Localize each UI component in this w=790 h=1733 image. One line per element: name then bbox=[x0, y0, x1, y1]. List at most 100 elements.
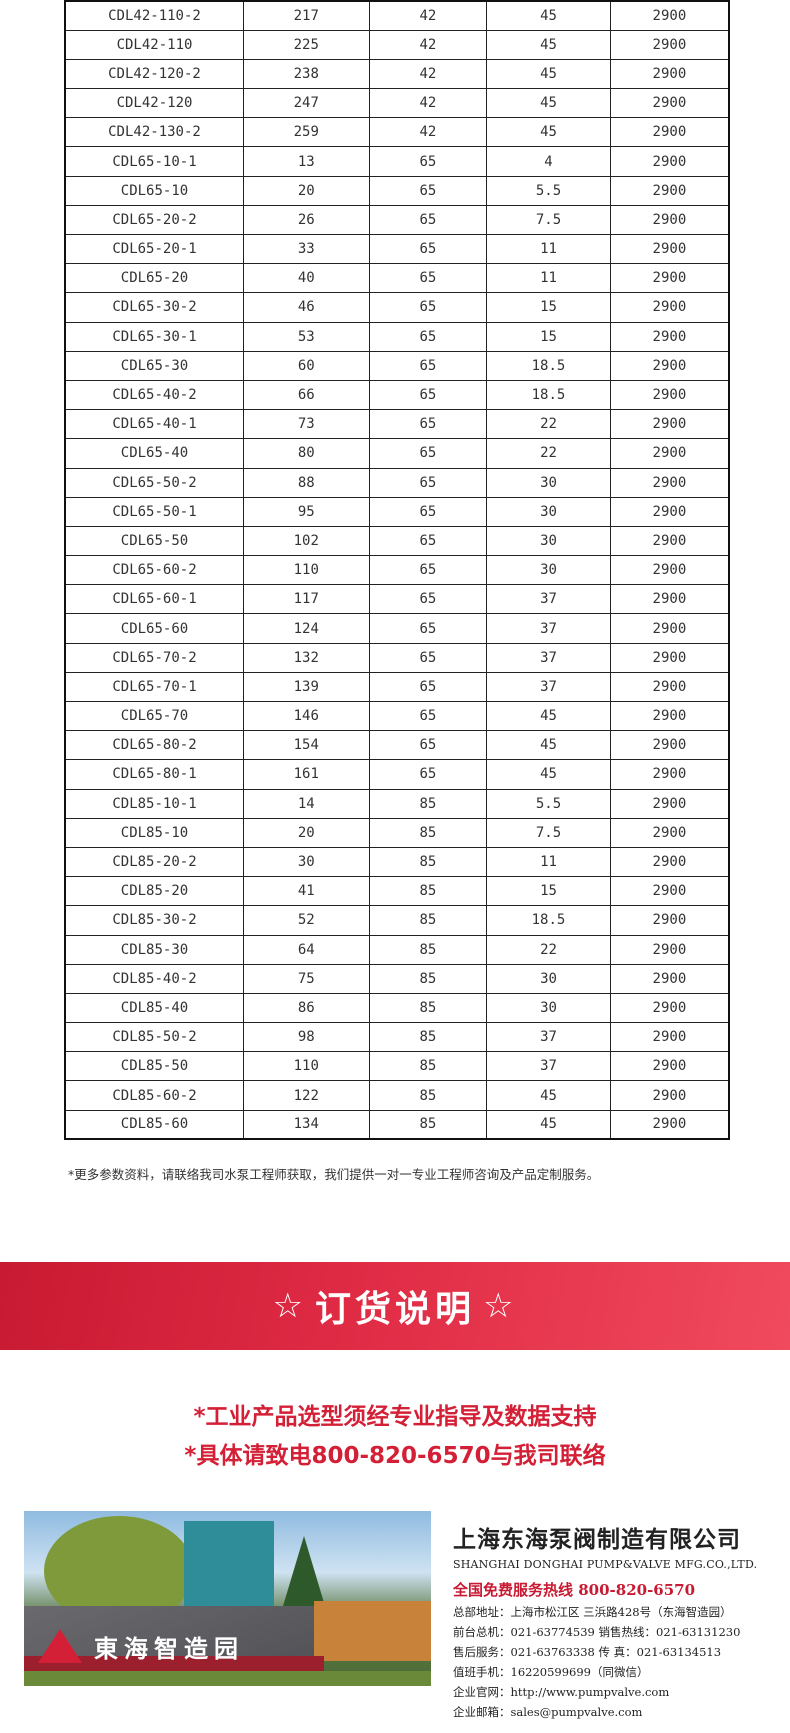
cell-value-5: 2900 bbox=[609, 700, 730, 732]
cell-value-5: 2900 bbox=[609, 292, 730, 323]
cell-value-4: 5.5 bbox=[486, 175, 611, 206]
company-info: 上海东海泵阀制造有限公司 SHANGHAI DONGHAI PUMP&VALVE… bbox=[453, 1520, 757, 1720]
cell-value-3: 65 bbox=[368, 263, 488, 294]
table-row: CDL85-20-2 30 85 11 2900 bbox=[64, 846, 730, 878]
cell-model: CDL65-40-2 bbox=[64, 379, 244, 411]
company-name-en: SHANGHAI DONGHAI PUMP&VALVE MFG.CO.,LTD. bbox=[453, 1558, 758, 1571]
cell-value-3: 85 bbox=[368, 876, 488, 907]
order-title: 订货说明 bbox=[314, 1289, 475, 1330]
cell-value-4: 7.5 bbox=[486, 204, 611, 236]
cell-value-2: 30 bbox=[242, 846, 370, 878]
cell-model: CDL85-40 bbox=[64, 992, 244, 1024]
cell-value-2: 53 bbox=[242, 321, 370, 352]
cell-value-4: 30 bbox=[486, 992, 611, 1024]
cell-model: CDL85-10 bbox=[64, 817, 244, 848]
order-banner: ☆ 订货说明 ☆ bbox=[0, 1262, 790, 1350]
factory-photo: 東海智造园 bbox=[24, 1511, 431, 1686]
cell-value-4: 45 bbox=[486, 1109, 611, 1140]
table-row: CDL65-70-2 132 65 37 2900 bbox=[64, 642, 730, 673]
cell-model: CDL42-120-2 bbox=[64, 58, 244, 90]
cell-value-4: 30 bbox=[486, 555, 611, 586]
cell-model: CDL65-60 bbox=[64, 613, 244, 644]
cell-model: CDL65-50-1 bbox=[64, 496, 244, 527]
cell-value-3: 42 bbox=[368, 29, 488, 60]
cell-value-3: 65 bbox=[368, 292, 488, 323]
photo-sign: 東海智造园 bbox=[94, 1635, 244, 1663]
cell-value-4: 45 bbox=[486, 88, 611, 119]
cell-value-4: 22 bbox=[486, 438, 611, 469]
cell-value-4: 30 bbox=[486, 467, 611, 498]
order-line-1: *工业产品选型须经专业指导及数据支持 bbox=[193, 1404, 597, 1430]
cell-value-3: 85 bbox=[368, 934, 488, 965]
cell-value-2: 40 bbox=[242, 263, 370, 294]
table-row: CDL65-40 80 65 22 2900 bbox=[64, 438, 730, 469]
cell-value-2: 13 bbox=[242, 146, 370, 177]
star-icon: ☆ bbox=[483, 1286, 518, 1326]
cell-value-4: 37 bbox=[486, 671, 611, 703]
footnote: *更多参数资料，请联络我司水泵工程师获取，我们提供一对一专业工程师咨询及产品定制… bbox=[68, 1167, 600, 1182]
cell-value-3: 65 bbox=[368, 409, 488, 440]
email[interactable]: 企业邮箱：sales@pumpvalve.com bbox=[453, 1705, 643, 1719]
cell-model: CDL65-30-1 bbox=[64, 321, 244, 352]
cell-value-2: 139 bbox=[242, 671, 370, 703]
cell-value-5: 2900 bbox=[609, 175, 730, 206]
cell-value-5: 2900 bbox=[609, 1051, 730, 1082]
cell-value-3: 42 bbox=[368, 58, 488, 90]
cell-value-5: 2900 bbox=[609, 525, 730, 557]
table-row: CDL65-60-2 110 65 30 2900 bbox=[64, 555, 730, 586]
cell-model: CDL85-50-2 bbox=[64, 1022, 244, 1053]
website[interactable]: 企业官网：http://www.pumpvalve.com bbox=[453, 1685, 670, 1699]
cell-value-2: 154 bbox=[242, 730, 370, 761]
cell-value-5: 2900 bbox=[609, 88, 730, 119]
cell-value-2: 102 bbox=[242, 525, 370, 557]
cell-model: CDL42-110-2 bbox=[64, 0, 244, 31]
company-name-cn: 上海东海泵阀制造有限公司 bbox=[453, 1527, 741, 1553]
cell-value-5: 2900 bbox=[609, 204, 730, 236]
cell-value-2: 247 bbox=[242, 88, 370, 119]
after-sales: 售后服务：021-63763338 传 真：021-63134513 bbox=[453, 1645, 722, 1659]
cell-model: CDL65-80-2 bbox=[64, 730, 244, 761]
table-row: CDL85-30-2 52 85 18.5 2900 bbox=[64, 905, 730, 936]
cell-value-2: 64 bbox=[242, 934, 370, 965]
cell-value-5: 2900 bbox=[609, 409, 730, 440]
mobile: 值班手机：16220599699（同微信） bbox=[453, 1665, 649, 1679]
cell-value-3: 65 bbox=[368, 584, 488, 615]
table-row: CDL85-10 20 85 7.5 2900 bbox=[64, 817, 730, 848]
table-row: CDL85-50 110 85 37 2900 bbox=[64, 1051, 730, 1082]
cell-value-4: 22 bbox=[486, 934, 611, 965]
cell-value-5: 2900 bbox=[609, 438, 730, 469]
cell-value-4: 45 bbox=[486, 0, 611, 31]
front-desk: 前台总机：021-63774539 销售热线：021-63131230 bbox=[453, 1625, 741, 1639]
cell-value-3: 42 bbox=[368, 88, 488, 119]
cell-value-2: 66 bbox=[242, 379, 370, 411]
cell-model: CDL85-20-2 bbox=[64, 846, 244, 878]
cell-value-2: 14 bbox=[242, 788, 370, 819]
cell-value-5: 2900 bbox=[609, 1022, 730, 1053]
cell-value-3: 42 bbox=[368, 0, 488, 31]
cell-value-3: 65 bbox=[368, 350, 488, 381]
cell-value-5: 2900 bbox=[609, 555, 730, 586]
table-row: CDL65-40-1 73 65 22 2900 bbox=[64, 409, 730, 440]
cell-model: CDL65-40 bbox=[64, 438, 244, 469]
cell-value-2: 217 bbox=[242, 0, 370, 31]
cell-model: CDL85-60-2 bbox=[64, 1080, 244, 1111]
company-logo-icon bbox=[38, 1629, 82, 1663]
cell-value-4: 18.5 bbox=[486, 905, 611, 936]
cell-value-3: 65 bbox=[368, 438, 488, 469]
cell-value-4: 11 bbox=[486, 263, 611, 294]
cell-value-4: 37 bbox=[486, 642, 611, 673]
cell-model: CDL85-50 bbox=[64, 1051, 244, 1082]
cell-value-2: 20 bbox=[242, 175, 370, 206]
cell-value-3: 65 bbox=[368, 233, 488, 265]
cell-value-3: 65 bbox=[368, 321, 488, 352]
cell-model: CDL85-10-1 bbox=[64, 788, 244, 819]
cell-value-3: 65 bbox=[368, 613, 488, 644]
table-row: CDL85-40-2 75 85 30 2900 bbox=[64, 963, 730, 994]
cell-model: CDL65-50 bbox=[64, 525, 244, 557]
table-row: CDL65-30 60 65 18.5 2900 bbox=[64, 350, 730, 381]
table-row: CDL65-10 20 65 5.5 2900 bbox=[64, 175, 730, 206]
cell-value-4: 30 bbox=[486, 525, 611, 557]
cell-value-2: 161 bbox=[242, 759, 370, 790]
cell-value-3: 65 bbox=[368, 730, 488, 761]
cell-value-3: 65 bbox=[368, 555, 488, 586]
